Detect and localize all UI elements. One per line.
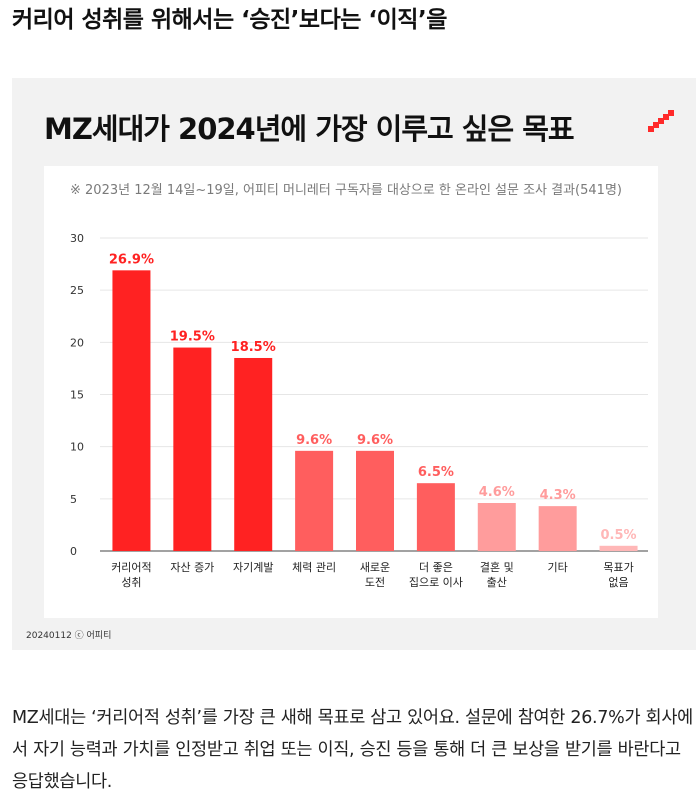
category-label: 커리어적 bbox=[111, 561, 151, 574]
infographic-card: MZ세대가 2024년에 가장 이루고 싶은 목표 ※ 2023년 12월 14… bbox=[12, 78, 696, 650]
y-tick-label: 0 bbox=[70, 545, 77, 558]
category-label: 새로운 bbox=[360, 561, 390, 574]
category-label: 집으로 이사 bbox=[409, 576, 463, 589]
data-label: 9.6% bbox=[357, 433, 393, 448]
category-label: 결혼 및 bbox=[480, 561, 514, 574]
category-label: 성취 bbox=[121, 576, 141, 589]
data-label: 0.5% bbox=[601, 528, 637, 543]
bar bbox=[477, 503, 516, 551]
category-label: 체력 관리 bbox=[292, 561, 336, 574]
bar bbox=[538, 506, 577, 551]
data-label: 9.6% bbox=[296, 433, 332, 448]
article-headline: 커리어 성취를 위해서는 ‘승진’보다는 ‘이직’을 bbox=[12, 7, 447, 33]
bar bbox=[416, 483, 455, 551]
category-label: 없음 bbox=[608, 576, 628, 589]
article-body: MZ세대는 ‘커리어적 성취’를 가장 큰 새해 목표로 삼고 있어요. 설문에… bbox=[12, 708, 693, 792]
category-label: 출산 bbox=[487, 576, 507, 589]
category-label: 자산 증가 bbox=[170, 561, 214, 574]
category-label: 더 좋은 bbox=[419, 561, 453, 574]
chart-area: ※ 2023년 12월 14일~19일, 어피티 머니레터 구독자를 대상으로 … bbox=[44, 166, 658, 618]
infographic-title: MZ세대가 2024년에 가장 이루고 싶은 목표 bbox=[44, 112, 575, 146]
data-label: 6.5% bbox=[418, 465, 454, 480]
data-label: 18.5% bbox=[231, 340, 276, 355]
category-label: 기타 bbox=[548, 561, 568, 574]
y-tick-label: 20 bbox=[70, 336, 84, 349]
y-tick-label: 30 bbox=[70, 232, 84, 245]
bar bbox=[356, 450, 394, 551]
category-label: 목표가 bbox=[603, 561, 633, 574]
stairs-icon bbox=[648, 110, 674, 132]
y-tick-label: 25 bbox=[70, 284, 84, 297]
bar bbox=[599, 545, 638, 551]
bar bbox=[295, 450, 334, 551]
bar bbox=[234, 357, 273, 551]
credit-text: 20240112 ⓒ 어피티 bbox=[26, 631, 112, 641]
category-label: 도전 bbox=[365, 576, 385, 589]
bar bbox=[112, 270, 151, 551]
survey-note: ※ 2023년 12월 14일~19일, 어피티 머니레터 구독자를 대상으로 … bbox=[70, 183, 622, 198]
y-tick-label: 5 bbox=[70, 493, 77, 506]
data-label: 19.5% bbox=[170, 330, 215, 345]
category-label: 자기계발 bbox=[233, 561, 273, 574]
data-label: 4.6% bbox=[479, 485, 515, 500]
bar bbox=[173, 347, 212, 551]
data-label: 4.3% bbox=[540, 488, 576, 503]
y-tick-label: 15 bbox=[70, 389, 84, 402]
y-tick-label: 10 bbox=[70, 441, 84, 454]
data-label: 26.9% bbox=[109, 252, 154, 267]
